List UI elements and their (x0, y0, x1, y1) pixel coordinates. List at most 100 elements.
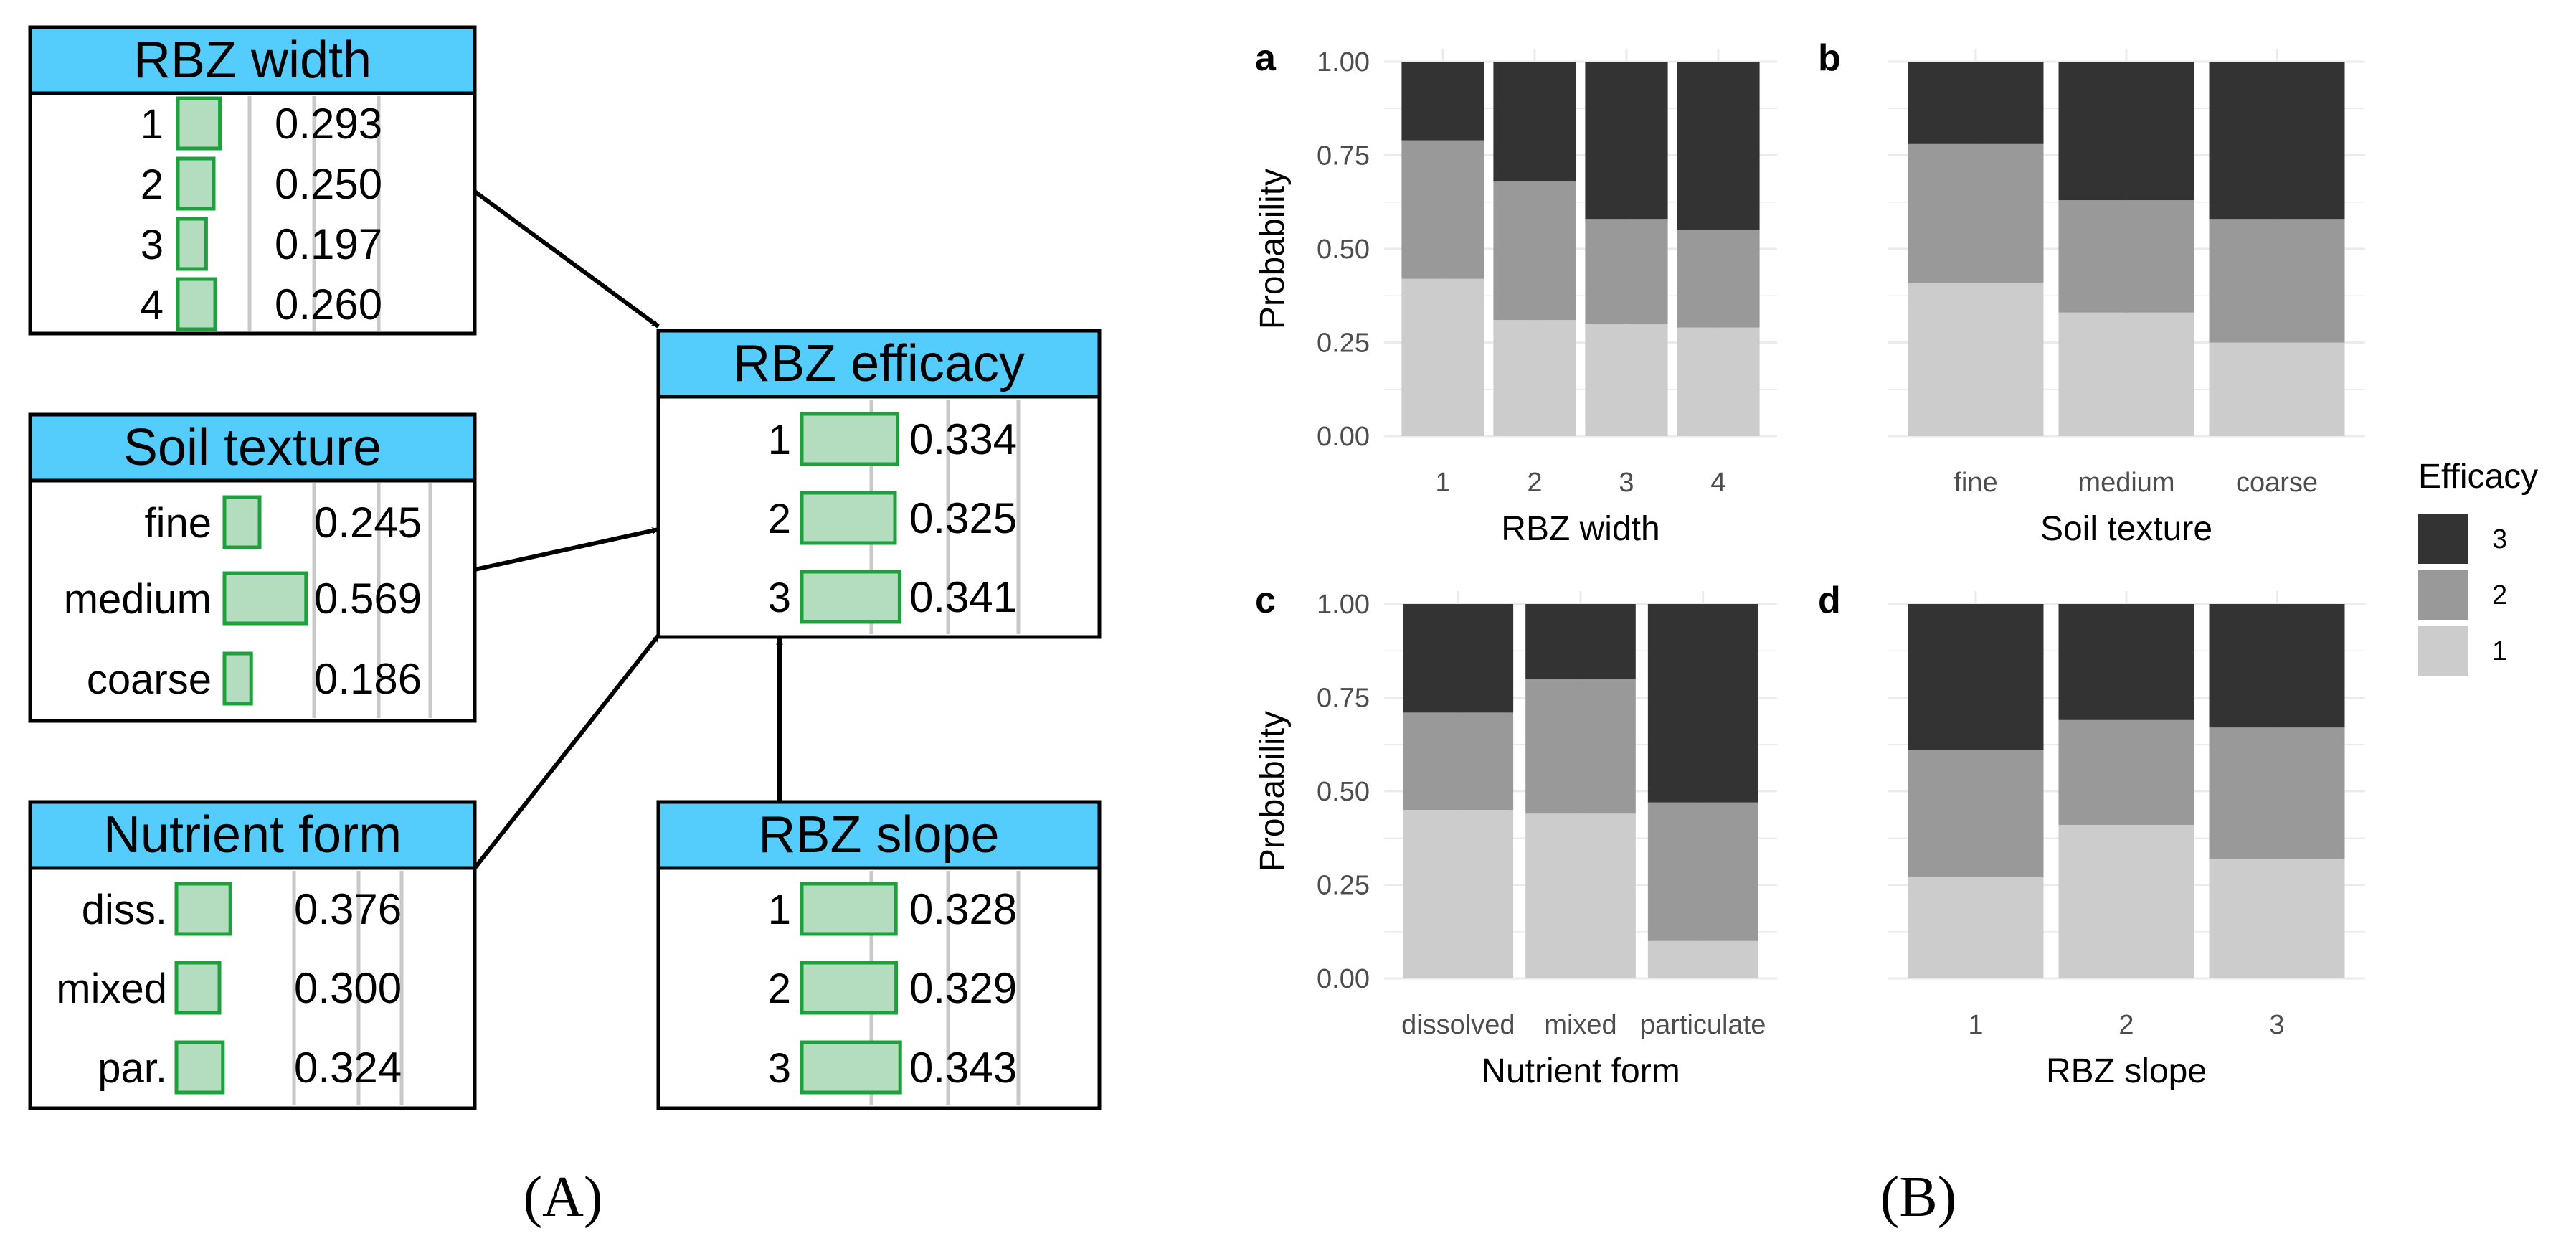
x-tick-label: 1 (1435, 468, 1450, 498)
bar-segment-d-3-1 (2209, 858, 2345, 978)
state-bar (800, 491, 897, 545)
state-probability: 0.186 (314, 655, 422, 703)
network-edges (473, 189, 783, 869)
node-slope: RBZ slope 1 0.328 2 0.329 3 0.343 (656, 800, 1102, 1110)
bar-segment-a-4-1 (1677, 327, 1760, 436)
bar-segment-c-dissolved-3 (1403, 604, 1514, 713)
state-label: 3 (141, 222, 164, 268)
bar-segment-b-coarse-2 (2209, 219, 2345, 343)
state-probability: 0.250 (275, 160, 382, 208)
bar-segment-c-mixed-2 (1525, 679, 1636, 814)
bar-segment-d-2-1 (2058, 824, 2194, 978)
x-tick-label: 2 (1527, 468, 1542, 498)
state-probability: 0.325 (909, 494, 1017, 542)
state-label: par. (98, 1045, 167, 1092)
state-bar (222, 495, 262, 549)
state-label: fine (144, 500, 212, 547)
bar-segment-b-medium-1 (2058, 312, 2194, 436)
state-label: mixed (56, 966, 167, 1012)
y-tick-label: 1.00 (1317, 47, 1370, 77)
state-bar (800, 1040, 902, 1095)
bar-segment-c-particulate-2 (1647, 802, 1758, 941)
y-axis-title: Probability (1254, 711, 1292, 872)
x-tick-label: 4 (1710, 468, 1725, 498)
bar-segment-d-1-1 (1908, 877, 2044, 978)
legend-label: 1 (2492, 636, 2507, 666)
x-axis-title: Soil texture (2040, 510, 2212, 548)
state-probability: 0.197 (275, 220, 382, 268)
bar-segment-b-coarse-1 (2209, 342, 2345, 436)
x-axis-title: Nutrient form (1481, 1052, 1680, 1090)
legend: Efficacy 3 2 1 (2418, 458, 2538, 676)
state-bar (176, 96, 222, 151)
bar-segment-a-4-3 (1677, 62, 1760, 230)
x-axis-title: RBZ width (1501, 510, 1659, 548)
state-probability: 0.245 (314, 499, 422, 547)
y-tick-label: 0.25 (1317, 329, 1370, 359)
state-bar (176, 217, 208, 271)
chart-panel-d: 1 2 3 RBZ slope d (1818, 580, 2365, 1090)
state-bar (176, 156, 216, 211)
network-nodes: RBZ width 1 0.293 2 0.250 3 0.197 4 0.260 Soil te… (28, 25, 1102, 1110)
node-title-bar (656, 329, 1102, 399)
state-bar (174, 1040, 225, 1095)
state-label: 1 (141, 101, 164, 148)
state-label: 1 (768, 887, 791, 933)
bar-segment-d-1-3 (1908, 604, 2044, 750)
y-tick-label: 0.50 (1317, 777, 1370, 807)
x-tick-label: fine (1954, 468, 1997, 498)
bar-segment-c-mixed-1 (1525, 813, 1636, 978)
legend-label: 3 (2492, 524, 2507, 554)
node-title: Nutrient form (103, 806, 402, 864)
state-bar (222, 571, 308, 626)
edge-width-to-efficacy (473, 189, 660, 329)
state-label: 1 (768, 417, 791, 463)
state-probability: 0.334 (909, 415, 1017, 463)
node-width: RBZ width 1 0.293 2 0.250 3 0.197 4 0.260 (28, 25, 477, 336)
bar-segment-a-1-1 (1401, 278, 1484, 436)
bar-segment-a-1-2 (1401, 140, 1484, 279)
edge-soil-to-efficacy (474, 527, 659, 572)
x-tick-label: mixed (1544, 1010, 1616, 1040)
state-label: medium (64, 576, 212, 623)
state-label: 3 (768, 575, 791, 621)
state-probability: 0.343 (909, 1044, 1017, 1092)
state-probability: 0.569 (314, 575, 422, 623)
bar-segment-d-2-3 (2058, 604, 2194, 720)
bar-segment-d-1-2 (1908, 750, 2044, 878)
state-probability: 0.300 (294, 964, 402, 1012)
node-title: Soil texture (123, 419, 382, 476)
y-tick-label: 0.00 (1317, 964, 1370, 994)
state-label: 2 (141, 161, 164, 208)
x-tick-label: 3 (2269, 1010, 2284, 1040)
state-probability: 0.324 (294, 1044, 402, 1092)
x-tick-label: 2 (2118, 1010, 2134, 1040)
bar-segment-b-medium-3 (2058, 62, 2194, 201)
panel-letter: c (1255, 580, 1276, 621)
bar-segment-d-2-2 (2058, 719, 2194, 825)
state-bar (176, 277, 217, 331)
y-tick-label: 1.00 (1317, 590, 1370, 620)
legend-swatch-1 (2418, 626, 2468, 676)
state-bar (800, 961, 899, 1015)
legend-label: 2 (2492, 580, 2507, 610)
node-title: RBZ slope (758, 806, 999, 864)
bar-segment-a-2-2 (1493, 181, 1576, 321)
x-tick-label: 1 (1968, 1010, 1983, 1040)
state-probability: 0.329 (909, 964, 1017, 1012)
bar-segment-c-dissolved-1 (1403, 810, 1514, 978)
node-title-bar (28, 412, 477, 483)
chart-panel-c: dissolved mixed particulate 0.00 0.25 0.50 0.7… (1254, 580, 1777, 1090)
bayesian-network-diagram: RBZ width 1 0.293 2 0.250 3 0.197 4 0.260 Soil te… (28, 25, 1102, 1229)
bar-segment-d-3-3 (2209, 604, 2345, 728)
bar-segment-a-2-3 (1493, 62, 1576, 182)
state-probability: 0.328 (909, 885, 1017, 933)
bar-segment-a-4-2 (1677, 230, 1760, 328)
state-probability: 0.376 (294, 885, 402, 933)
bar-segment-b-fine-3 (1908, 62, 2044, 144)
bar-segment-a-3-2 (1585, 219, 1668, 324)
state-label: diss. (82, 887, 167, 933)
edge-nutrient-to-efficacy (473, 634, 660, 869)
chart-panel-a: 1 2 3 4 0.00 0.25 0.50 0.75 1.00 RBZ width Probabi… (1254, 37, 1777, 548)
panel-letter: a (1255, 37, 1277, 79)
